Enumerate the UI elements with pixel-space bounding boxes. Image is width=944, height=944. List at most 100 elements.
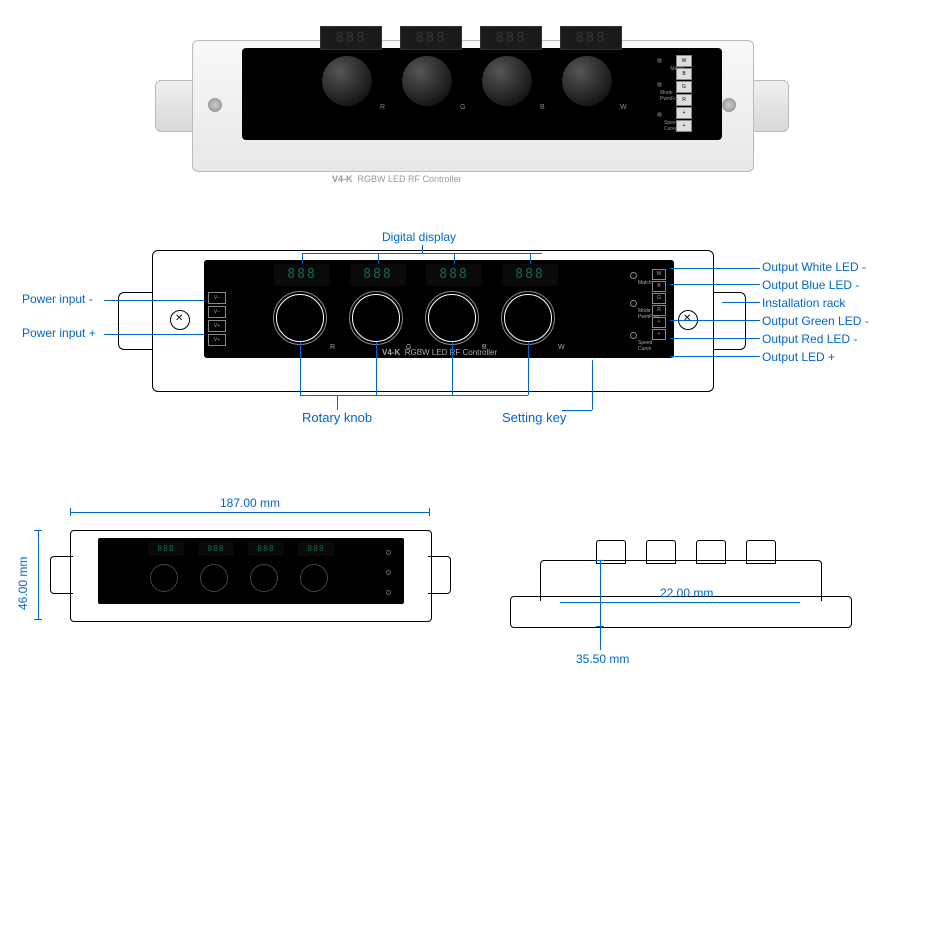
display: 888 [298, 542, 334, 556]
knob-label: R [380, 104, 385, 111]
model-number: V4-K [382, 348, 400, 357]
knob-label: B [540, 104, 545, 111]
setting-button [630, 300, 637, 307]
product-desc: RGBW LED RF Controller [358, 174, 462, 184]
out-term: + [652, 317, 666, 328]
rotary-knob-g [402, 56, 452, 106]
callout-leader [302, 253, 303, 264]
callout-power-pos: Power input + [22, 326, 96, 340]
drawing-container: V− V− V+ V+ 888 888 888 888 R G B W Matc… [22, 230, 922, 450]
callout-leader [337, 395, 338, 410]
callout-power-neg: Power input - [22, 292, 93, 306]
callout-leader [592, 360, 593, 410]
screw-left [208, 98, 222, 112]
callout-leader [562, 410, 592, 411]
dim-line-22 [560, 602, 800, 603]
product-desc: RGBW LED RF Controller [405, 348, 497, 357]
power-terminals: V− V− V+ V+ [208, 290, 228, 348]
display: 888 [198, 542, 234, 556]
setting-button-match [657, 58, 662, 63]
out-term: W [652, 269, 666, 280]
dim-line-35 [600, 560, 601, 650]
dim-tick [596, 560, 604, 561]
model-number: V4-K [332, 174, 353, 184]
knob [300, 564, 328, 592]
callout-leader [530, 253, 531, 264]
callout-leader [670, 356, 760, 357]
out-term: R [652, 305, 666, 316]
output-terminals: W B G R + + [652, 268, 668, 341]
callout-setting-key: Setting key [502, 410, 566, 425]
terminal: V− [208, 306, 226, 318]
dim-tick [70, 508, 71, 516]
out-term: + [676, 107, 692, 119]
model-label: V4-K RGBW LED RF Controller [332, 174, 462, 184]
knob-label: W [558, 344, 565, 351]
rotary-knob-w [504, 294, 552, 342]
callout-green-led: Output Green LED - [762, 314, 869, 328]
rotary-knob-r [276, 294, 324, 342]
setting-button [630, 272, 637, 279]
side-knob [696, 540, 726, 564]
callout-white-led: Output White LED - [762, 260, 866, 274]
setting-button-mode [657, 82, 662, 87]
side-knob [746, 540, 776, 564]
knob-label: G [460, 104, 465, 111]
dim-22: 22.00 mm [660, 586, 713, 600]
callout-digital-display: Digital display [382, 230, 456, 244]
digital-display-3: 888 [426, 264, 482, 286]
callout-rotary-knob: Rotary knob [302, 410, 372, 425]
callout-leader [670, 320, 760, 321]
rotary-knob-r [322, 56, 372, 106]
knob-label: R [330, 344, 335, 351]
callout-leader [670, 268, 760, 269]
black-panel [242, 48, 722, 140]
digital-display-3: 888 [480, 26, 542, 50]
dim-tick [34, 530, 42, 531]
display: 888 [248, 542, 284, 556]
dim-tick [429, 508, 430, 516]
digital-display-2: 888 [350, 264, 406, 286]
callout-leader [104, 300, 204, 301]
callout-red-led: Output Red LED - [762, 332, 857, 346]
callout-leader [104, 334, 204, 335]
side-view [510, 540, 850, 630]
digital-display-2: 888 [400, 26, 462, 50]
callout-leader [300, 395, 528, 396]
setting-button [630, 332, 637, 339]
dim-width: 187.00 mm [220, 496, 280, 510]
callout-leader [376, 342, 377, 395]
digital-display-1: 888 [274, 264, 330, 286]
dim-line-height [38, 530, 39, 620]
callout-leader [302, 253, 542, 254]
output-terminals: W B G R + + [676, 54, 696, 133]
btn [386, 570, 391, 575]
dim-tick [34, 619, 42, 620]
dims-container: 888 888 888 888 187.00 mm 46.00 mm [20, 490, 920, 690]
out-term: G [652, 293, 666, 304]
callout-leader [378, 253, 379, 264]
photo-container: V− V− V+ V+ DC12-24V 888 888 888 888 R G… [152, 20, 792, 190]
out-term: + [676, 120, 692, 132]
out-term: + [652, 329, 666, 340]
rotary-knob-b [482, 56, 532, 106]
callout-leader [528, 342, 529, 395]
dim-line-width [70, 512, 430, 513]
mount-tab-left [155, 80, 197, 132]
screw-icon-left [170, 310, 190, 330]
knob [200, 564, 228, 592]
rotary-knob-g [352, 294, 400, 342]
side-knob [646, 540, 676, 564]
dim-35: 35.50 mm [576, 652, 629, 666]
callout-leader [722, 302, 760, 303]
screw-right [722, 98, 736, 112]
callout-rack: Installation rack [762, 296, 845, 310]
out-term: G [676, 81, 692, 93]
terminal: V+ [208, 334, 226, 346]
digital-display-4: 888 [502, 264, 558, 286]
dim-height: 46.00 mm [16, 557, 30, 610]
callout-leader [300, 342, 301, 395]
dimensioned-views: 888 888 888 888 187.00 mm 46.00 mm [20, 490, 924, 690]
out-term: R [676, 94, 692, 106]
digital-display-1: 888 [320, 26, 382, 50]
